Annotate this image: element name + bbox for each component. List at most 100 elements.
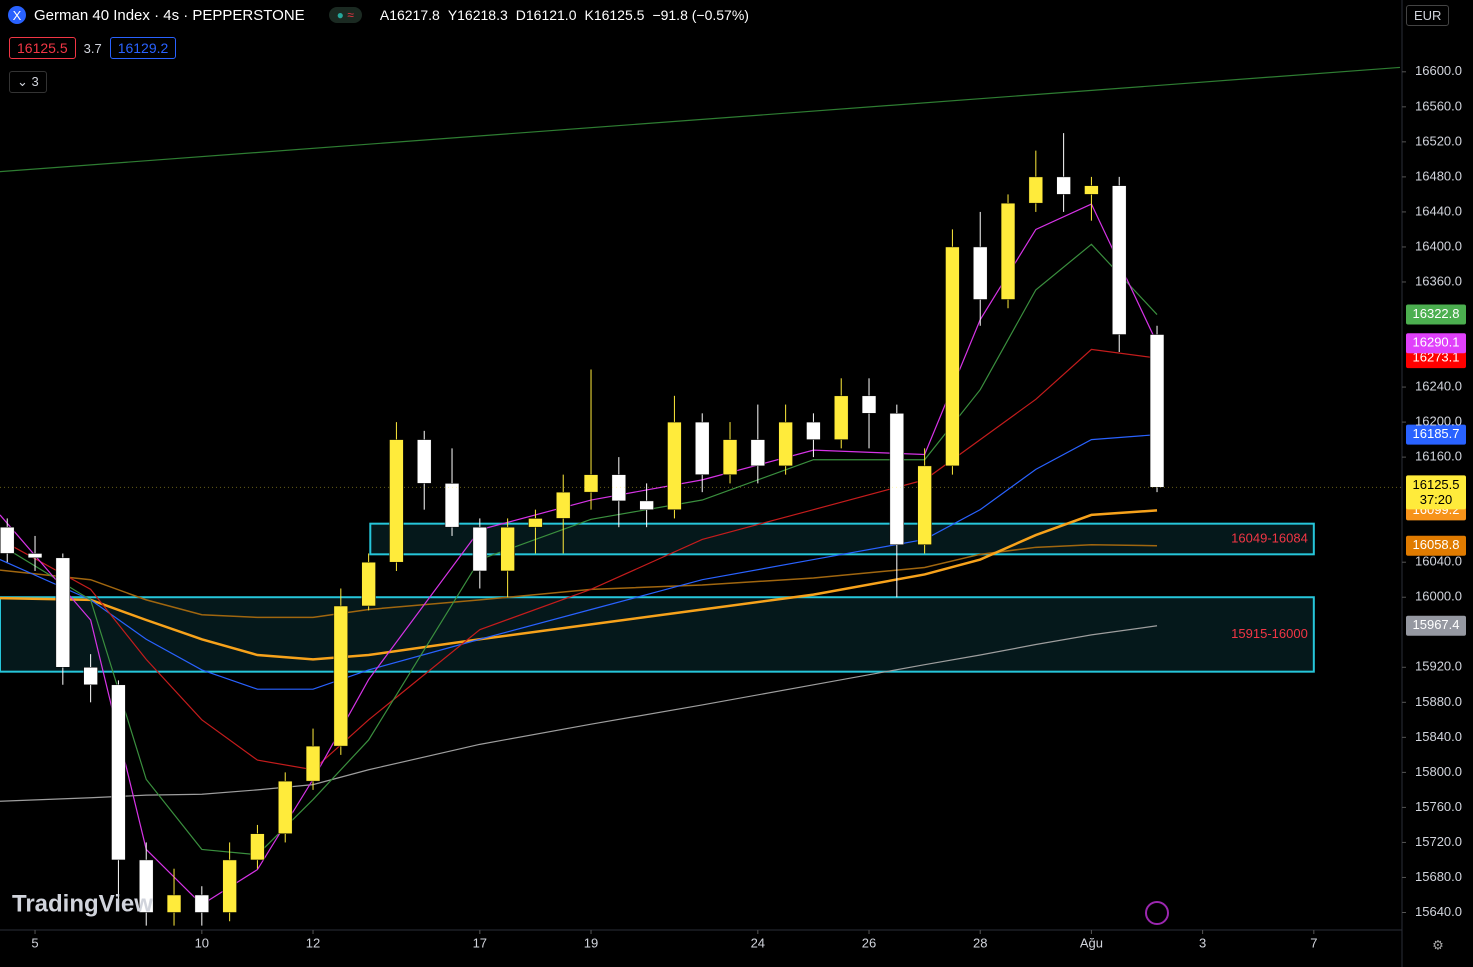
candle-body [973, 246, 988, 300]
price-tag-label: 16322.8 [1413, 306, 1460, 321]
candle-body [111, 684, 126, 861]
moving-average [0, 434, 1158, 690]
price-tag-label: 16058.8 [1413, 537, 1460, 552]
candle-body [500, 526, 515, 572]
zone [0, 596, 1315, 673]
countdown: 37:20 [1420, 492, 1453, 507]
candle-body [695, 421, 710, 475]
y-tick-label: 16600.0 [1415, 63, 1462, 78]
price-tag [1406, 424, 1466, 445]
y-tick-label: 16400.0 [1415, 238, 1462, 253]
candle-body [27, 553, 43, 559]
price-tag-label: 16185.7 [1413, 426, 1460, 441]
y-tick-label: 15840.0 [1415, 729, 1462, 744]
candle-body [222, 859, 237, 913]
price-tag [1406, 333, 1466, 354]
candle-body [639, 500, 654, 510]
y-tick-label: 15880.0 [1415, 694, 1462, 709]
trendline [0, 66, 1401, 173]
candle-body [806, 421, 821, 440]
candle-body [583, 474, 599, 493]
candle-body [444, 483, 460, 528]
y-tick-label: 15720.0 [1415, 834, 1462, 849]
indicator-toggle[interactable]: ⌄ 3 [9, 71, 47, 93]
currency-text[interactable]: EUR [1406, 5, 1450, 26]
candle-body [889, 413, 905, 545]
candle-body [1112, 185, 1127, 335]
y-tick-label: 15760.0 [1415, 799, 1462, 814]
indicator-count[interactable]: ⌄ 3 [9, 71, 47, 93]
candle-body [361, 561, 376, 607]
moving-average [0, 509, 1158, 661]
candle-body [778, 421, 793, 467]
y-tick-label: 15800.0 [1415, 764, 1462, 779]
candle-body [194, 894, 210, 913]
price-tag-label: 16273.1 [1413, 350, 1460, 365]
symbol[interactable]: German 40 Index · 4s · PEPPERSTONE [34, 6, 305, 24]
symbol-bar: X German 40 Index · 4s · PEPPERSTONE ● ≈… [8, 6, 749, 24]
series-layer: 16049-16084 15915-16000 [0, 66, 1401, 926]
moving-average [0, 348, 1158, 771]
y-tick-label: 16480.0 [1415, 168, 1462, 183]
candle-body [750, 439, 766, 467]
moving-average [0, 625, 1158, 802]
zone-label: 15915-16000 [1231, 626, 1308, 641]
moving-average [0, 543, 1158, 619]
y-tick-label: 16200.0 [1415, 414, 1462, 429]
buy-price[interactable]: 16129.2 [109, 37, 177, 59]
x-tick-label: 26 [862, 935, 876, 950]
candle-body [556, 491, 571, 519]
candle-body [139, 859, 154, 913]
candle-body [945, 246, 960, 467]
candle-body [667, 421, 682, 510]
ohlc-1: Y16218.3 [447, 7, 508, 23]
sell-price[interactable]: 16125.5 [9, 37, 76, 59]
alert-icon[interactable] [1145, 901, 1169, 925]
last-price-tag [1406, 475, 1466, 510]
status: ● ≈ [328, 7, 362, 23]
candle-body [250, 833, 265, 861]
last-price-label: 16125.5 [1413, 477, 1460, 492]
spread: 3.7 [83, 40, 102, 56]
candle-body [305, 745, 321, 782]
candle-body [1056, 176, 1071, 195]
currency[interactable]: EUR [1406, 5, 1450, 26]
y-tick-label: 16040.0 [1415, 554, 1462, 569]
symbol-icon: X [8, 6, 26, 24]
y-tick-label: 15920.0 [1415, 659, 1462, 674]
ohlc-2: D16121.0 [515, 7, 577, 23]
indicator-count-text: 3 [31, 74, 39, 89]
y-tick-label: 15680.0 [1415, 869, 1462, 884]
candle-body [611, 474, 627, 502]
y-tick-label: 16520.0 [1415, 133, 1462, 148]
x-tick-label: 7 [1310, 935, 1317, 950]
candle-body [55, 557, 71, 668]
candle-body [861, 395, 877, 414]
price-tag [1406, 535, 1466, 556]
settings-icon[interactable]: ⚙ [1432, 937, 1444, 952]
candle-body [1000, 202, 1016, 300]
candle-body [1028, 176, 1044, 204]
y-tick-label: 16440.0 [1415, 203, 1462, 218]
x-tick-label: 19 [584, 935, 598, 950]
y-tick-label: 15640.0 [1415, 904, 1462, 919]
zone [369, 522, 1315, 556]
price-tag-label: 16290.1 [1413, 335, 1460, 350]
x-tick-label: 10 [195, 935, 209, 950]
price-tag-label: 15967.4 [1413, 617, 1460, 632]
candle-body [834, 395, 849, 440]
ohlc-change: −91.8 (−0.57%) [652, 7, 749, 23]
candle-body [528, 518, 543, 528]
x-tick-label: 3 [1199, 935, 1206, 950]
candle-body [472, 526, 488, 572]
candle-body [166, 894, 182, 913]
candle-body [333, 605, 349, 747]
candle-body [417, 439, 432, 484]
candle-body [917, 465, 932, 545]
x-tick-label: 24 [751, 935, 765, 950]
candle-body [83, 667, 98, 686]
y-tick-label: 16240.0 [1415, 378, 1462, 393]
trade-bar: 16125.5 3.7 16129.2 [9, 37, 177, 59]
x-tick-label: 5 [31, 935, 38, 950]
